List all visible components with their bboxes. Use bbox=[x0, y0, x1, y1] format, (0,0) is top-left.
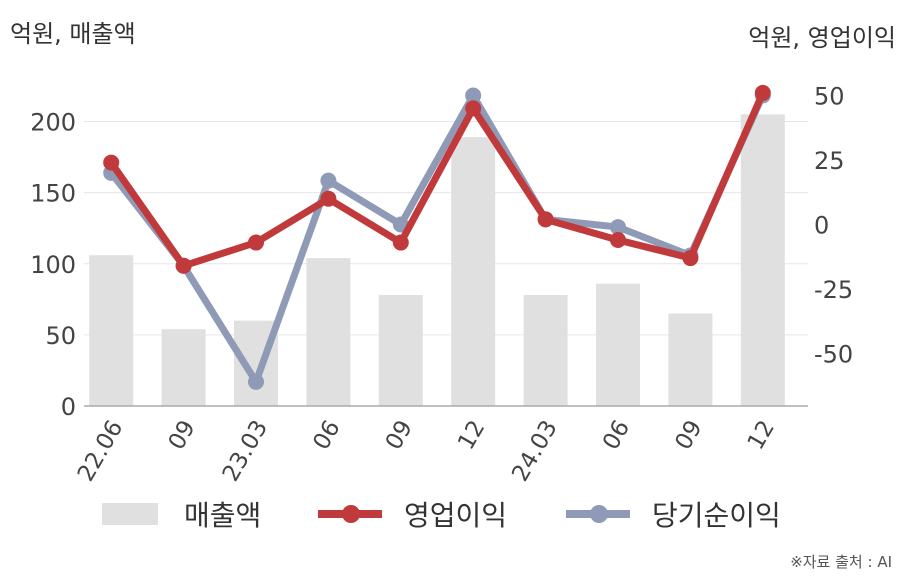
point-net-income bbox=[320, 172, 337, 189]
legend-label-revenue: 매출액 bbox=[184, 499, 262, 532]
source-note: ※자료 출처 : AI bbox=[790, 553, 892, 571]
x-tick-label: 24.03 bbox=[507, 416, 562, 486]
point-operating-profit bbox=[103, 154, 120, 171]
x-tick-label: 12 bbox=[453, 416, 490, 454]
left-axis-unit-label: 억원, 매출액 bbox=[10, 20, 136, 48]
left-tick-label: 100 bbox=[30, 251, 76, 279]
x-tick-label: 09 bbox=[670, 416, 707, 454]
right-tick-label: 0 bbox=[814, 212, 829, 240]
right-tick-label: 25 bbox=[814, 147, 845, 175]
point-operating-profit bbox=[248, 234, 264, 251]
line-net-income bbox=[107, 92, 767, 386]
bar-revenue bbox=[740, 114, 785, 406]
bar-revenue bbox=[161, 329, 206, 406]
point-operating-profit bbox=[320, 190, 337, 207]
point-operating-profit bbox=[537, 211, 554, 228]
legend-label-net-income: 당기순이익 bbox=[652, 499, 781, 532]
point-net-income bbox=[610, 219, 626, 236]
bar-revenue bbox=[596, 283, 640, 406]
bar-revenue bbox=[89, 255, 134, 406]
right-tick-label: -25 bbox=[814, 276, 853, 304]
point-operating-profit bbox=[682, 250, 699, 267]
x-tick-label: 09 bbox=[381, 416, 418, 454]
point-net-income bbox=[248, 373, 264, 390]
x-tick-label: 09 bbox=[164, 416, 201, 454]
right-axis-unit-label: 억원, 영업이익 bbox=[748, 24, 896, 52]
bar-revenue bbox=[451, 137, 496, 406]
x-tick-label: 06 bbox=[598, 416, 635, 454]
left-tick-label: 0 bbox=[61, 393, 76, 421]
left-tick-label: 150 bbox=[30, 180, 76, 208]
legend-swatch-operating-profit bbox=[318, 505, 382, 523]
legend-item-revenue: 매출액 bbox=[102, 494, 261, 534]
x-tick-label: 22.06 bbox=[73, 416, 128, 486]
point-operating-profit bbox=[392, 234, 409, 251]
x-tick-label: 12 bbox=[743, 416, 780, 454]
bar-revenue bbox=[523, 295, 568, 406]
point-net-income bbox=[465, 87, 482, 104]
right-tick-label: 50 bbox=[814, 83, 845, 111]
legend-item-net-income: 당기순이익 bbox=[566, 494, 781, 534]
point-operating-profit bbox=[610, 231, 626, 248]
left-tick-label: 200 bbox=[30, 109, 76, 137]
bar-revenue bbox=[668, 313, 713, 406]
point-operating-profit bbox=[175, 257, 192, 274]
x-tick-label: 23.03 bbox=[218, 416, 273, 486]
x-tick-label: 06 bbox=[308, 416, 345, 454]
left-tick-label: 50 bbox=[45, 322, 76, 350]
legend-label-operating-profit: 영업이익 bbox=[404, 499, 508, 532]
point-operating-profit bbox=[465, 100, 482, 117]
legend-item-operating-profit: 영업이익 bbox=[318, 494, 507, 534]
line-operating-profit bbox=[107, 89, 767, 270]
legend-swatch-revenue bbox=[102, 503, 158, 525]
point-operating-profit bbox=[754, 84, 771, 101]
right-tick-label: -50 bbox=[814, 341, 853, 369]
legend-swatch-net-income bbox=[566, 505, 630, 523]
bar-revenue bbox=[306, 258, 351, 406]
bar-revenue bbox=[378, 295, 423, 406]
